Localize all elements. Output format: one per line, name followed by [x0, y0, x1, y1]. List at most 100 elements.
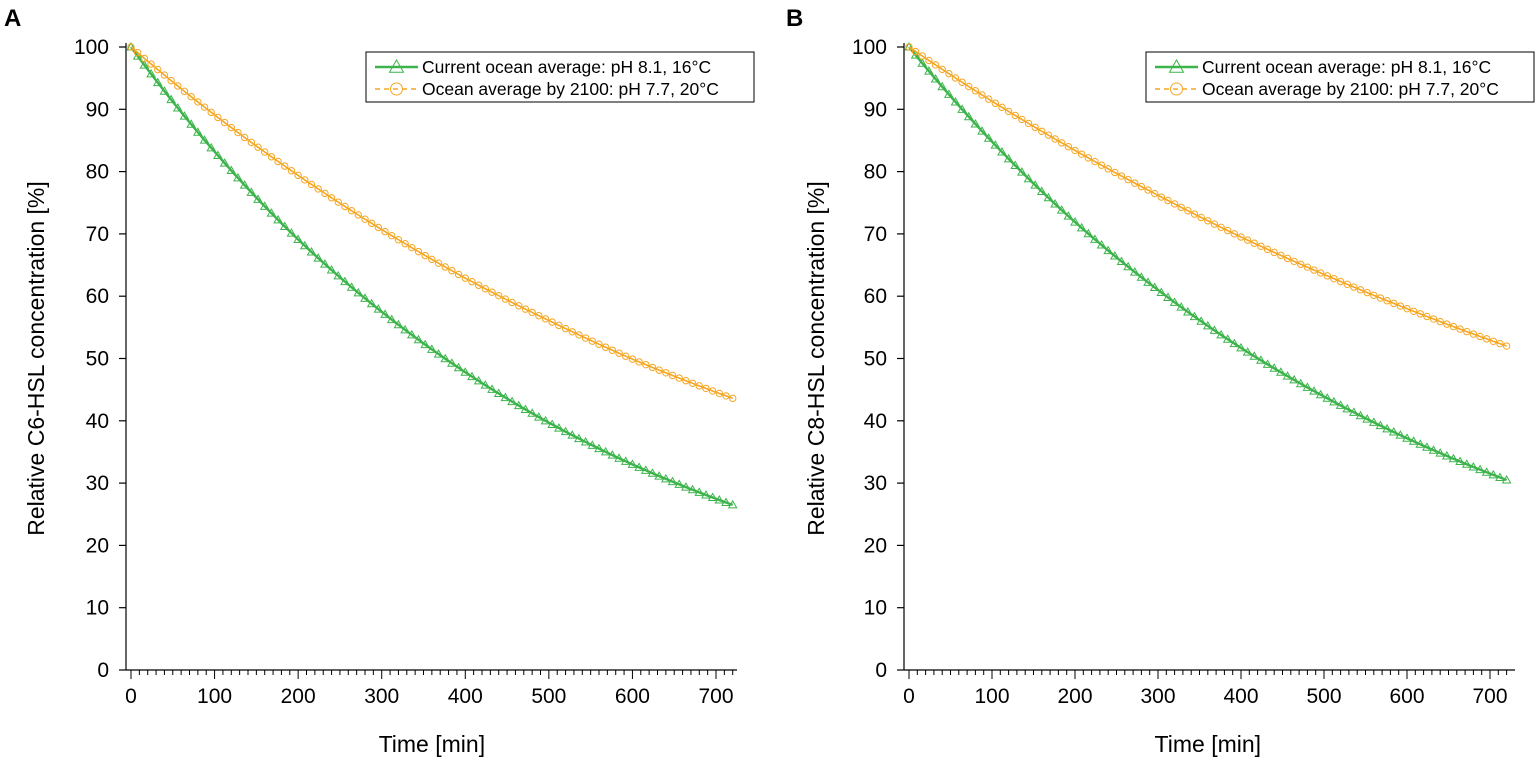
data-point	[140, 54, 149, 63]
data-point	[1184, 207, 1192, 215]
data-point	[1469, 330, 1478, 338]
data-point	[321, 189, 329, 198]
data-point	[520, 404, 531, 413]
data-point	[388, 231, 396, 240]
x-tick-label: 700	[698, 685, 733, 708]
data-point	[1018, 115, 1026, 124]
x-tick-label: 400	[448, 685, 483, 708]
data-point	[393, 319, 404, 329]
series-current	[904, 41, 1512, 484]
data-point	[998, 103, 1006, 112]
data-point	[281, 162, 289, 170]
data-point	[1236, 342, 1246, 352]
data-point	[1335, 400, 1346, 409]
y-tick-label: 30	[864, 472, 887, 495]
y-tick-label: 90	[864, 98, 887, 121]
data-point	[327, 194, 336, 202]
data-point	[186, 119, 197, 128]
data-point	[533, 412, 544, 421]
data-point	[567, 430, 578, 439]
data-point	[320, 259, 330, 268]
data-point	[239, 180, 250, 189]
data-point	[1124, 175, 1132, 184]
data-point	[581, 334, 590, 342]
data-point	[488, 288, 496, 296]
data-point	[1143, 277, 1153, 286]
data-point	[627, 459, 638, 468]
data-point	[1468, 461, 1479, 471]
data-point	[1084, 154, 1092, 162]
data-point	[408, 243, 416, 252]
data-point	[1382, 423, 1392, 433]
data-point	[1077, 150, 1086, 158]
data-point	[421, 251, 429, 260]
x-axis-title: Time [min]	[379, 731, 486, 757]
data-point	[373, 304, 384, 313]
data-point	[654, 471, 665, 480]
legend: Current ocean average: pH 8.1, 16°COcean…	[365, 51, 755, 103]
x-tick-label: 300	[364, 685, 399, 708]
data-point	[253, 194, 263, 203]
data-point	[708, 387, 717, 395]
data-point	[1349, 407, 1359, 416]
data-point	[1388, 427, 1399, 436]
data-point	[1196, 316, 1207, 325]
data-point	[213, 150, 223, 159]
data-point	[628, 355, 637, 363]
data-point	[971, 87, 980, 95]
data-point	[667, 476, 678, 486]
data-point	[306, 246, 317, 256]
series-future	[905, 43, 1511, 350]
data-point	[1229, 338, 1240, 348]
data-point	[1416, 310, 1424, 318]
data-point	[675, 374, 683, 382]
y-tick-label: 10	[86, 597, 109, 620]
data-point	[206, 142, 217, 152]
y-tick-label: 20	[864, 534, 887, 557]
data-point	[1104, 165, 1112, 173]
data-point	[1436, 317, 1444, 326]
data-point	[702, 384, 710, 393]
data-point	[1309, 386, 1319, 395]
data-point	[674, 479, 685, 488]
data-point	[950, 96, 961, 106]
data-point	[394, 236, 403, 244]
data-point	[1209, 325, 1220, 334]
y-tick-label: 60	[86, 285, 109, 308]
x-tick-label: 200	[281, 685, 316, 708]
data-point	[978, 91, 986, 99]
data-point	[1329, 396, 1339, 406]
data-point	[1376, 294, 1385, 302]
data-point	[1109, 251, 1120, 260]
data-point	[467, 371, 477, 381]
data-point	[568, 328, 576, 336]
data-point	[1156, 287, 1167, 296]
data-point	[220, 118, 229, 127]
data-point	[287, 167, 296, 175]
data-point	[361, 215, 369, 223]
data-point	[991, 99, 1000, 107]
data-point	[647, 468, 658, 477]
data-point	[454, 270, 463, 279]
data-point	[910, 50, 921, 59]
data-point	[687, 484, 698, 494]
data-point	[601, 343, 610, 351]
data-point	[154, 65, 162, 74]
data-point	[127, 43, 135, 51]
data-point	[468, 278, 476, 286]
data-point	[521, 305, 530, 313]
data-point	[460, 367, 471, 376]
data-point	[945, 69, 953, 78]
data-point	[635, 358, 643, 366]
data-point	[1058, 139, 1066, 147]
data-point	[481, 285, 490, 293]
data-point	[943, 89, 954, 98]
data-point	[1129, 267, 1140, 276]
x-tick-label: 500	[1306, 685, 1341, 708]
data-point	[313, 253, 324, 262]
data-point	[1097, 161, 1106, 169]
data-point	[648, 363, 657, 372]
data-point	[240, 133, 249, 142]
legend-label: Ocean average by 2100: pH 7.7, 20°C	[1202, 79, 1499, 99]
data-point	[1342, 403, 1353, 413]
